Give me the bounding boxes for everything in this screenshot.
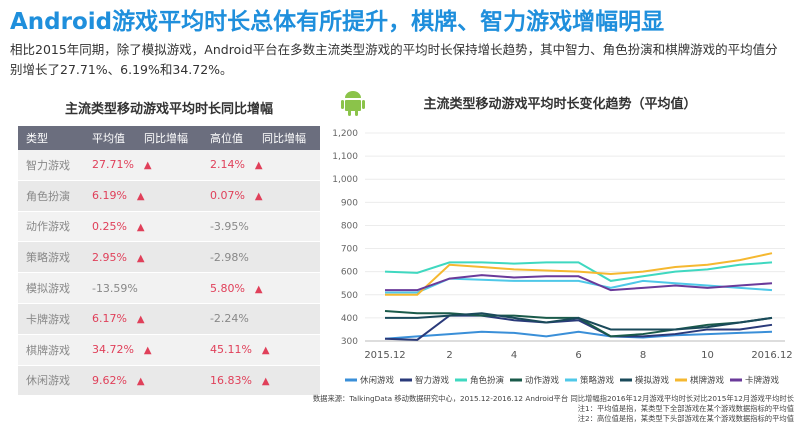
value-cell: 27.71% ▲ bbox=[83, 150, 202, 181]
value-cell: 5.80% ▲ bbox=[201, 272, 320, 304]
legend-label: 模拟游戏 bbox=[635, 375, 670, 386]
x-tick-label: 2016.12 bbox=[751, 350, 792, 361]
value-cell: 0.25% ▲ bbox=[83, 211, 202, 243]
value-cell: 16.83% ▲ bbox=[201, 365, 320, 397]
legend-label: 动作游戏 bbox=[525, 375, 560, 386]
y-tick-label: 1,000 bbox=[332, 175, 358, 185]
value-cell: -13.59% bbox=[83, 272, 202, 304]
note: 注1：平均值是指，某类型下全部游戏在某个游戏数据指标的平均值 bbox=[577, 404, 794, 413]
slide-title: Android游戏平均时长总体有所提升，棋牌、智力游戏增幅明显 bbox=[10, 9, 665, 35]
value-cell: 2.14% ▲ bbox=[201, 150, 320, 181]
value-cell: 9.62% ▲ bbox=[83, 365, 202, 397]
value-cell: 6.17% ▲ bbox=[83, 303, 202, 335]
table-row: 棋牌游戏 34.72% ▲ 45.11% ▲ bbox=[18, 334, 320, 366]
up-arrow: ▲ bbox=[136, 375, 145, 387]
x-tick-label: 2015.12 bbox=[364, 350, 405, 361]
value-cell: 2.95% ▲ bbox=[83, 241, 202, 274]
series-line bbox=[384, 261, 773, 282]
legend-label: 智力游戏 bbox=[415, 375, 450, 386]
value-cell: 6.19% ▲ bbox=[83, 180, 202, 212]
type-cell: 策略游戏 bbox=[18, 241, 84, 274]
y-tick-label: 900 bbox=[341, 198, 358, 208]
up-arrow: ▲ bbox=[254, 283, 263, 295]
x-tick-label: 4 bbox=[511, 350, 517, 361]
paragraph: 相比2015年同期，除了模拟游戏，Android平台在多数主流类型游戏的平均时长… bbox=[10, 42, 778, 77]
table-row: 动作游戏 0.25% ▲ -3.95% bbox=[18, 211, 320, 243]
y-tick-label: 600 bbox=[341, 268, 358, 278]
value-cell: -2.98% bbox=[201, 241, 320, 274]
x-tick-label: 8 bbox=[640, 350, 646, 361]
y-tick-label: 700 bbox=[341, 245, 358, 255]
x-tick-label: 10 bbox=[701, 350, 714, 361]
table-row: 策略游戏 2.95% ▲ -2.98% bbox=[18, 241, 320, 274]
type-cell: 模拟游戏 bbox=[18, 272, 84, 304]
value-cell: 34.72% ▲ bbox=[83, 334, 202, 366]
up-arrow: ▲ bbox=[136, 252, 145, 264]
value-cell: -3.95% bbox=[201, 211, 320, 243]
x-tick-label: 2 bbox=[446, 350, 452, 361]
legend-label: 卡牌游戏 bbox=[745, 375, 780, 386]
type-cell: 智力游戏 bbox=[18, 150, 84, 181]
type-cell: 动作游戏 bbox=[18, 211, 84, 243]
up-arrow: ▲ bbox=[136, 314, 145, 326]
column-header: 同比增幅 bbox=[135, 126, 202, 150]
up-arrow: ▲ bbox=[143, 345, 152, 357]
series-line bbox=[385, 252, 773, 296]
type-cell: 卡牌游戏 bbox=[18, 303, 84, 335]
y-tick-label: 300 bbox=[341, 337, 358, 347]
value-cell: 0.07% ▲ bbox=[201, 180, 320, 212]
notes: 数据来源：TalkingData 移动数据研究中心，2015.12-2016.1… bbox=[313, 394, 794, 424]
table-row: 角色扮演 6.19% ▲ 0.07% ▲ bbox=[18, 180, 320, 212]
up-arrow: ▲ bbox=[261, 345, 270, 357]
chart-title: 主流类型移动游戏平均时长变化趋势（平均值） bbox=[423, 96, 696, 112]
note: 数据来源：TalkingData 移动数据研究中心，2015.12-2016.1… bbox=[312, 394, 794, 403]
value-cell: 45.11% ▲ bbox=[201, 334, 320, 366]
y-tick-label: 800 bbox=[341, 221, 358, 231]
column-header: 高位值 bbox=[201, 126, 254, 150]
android-icon bbox=[341, 91, 365, 116]
up-arrow: ▲ bbox=[254, 191, 263, 203]
x-tick-label: 6 bbox=[575, 350, 581, 361]
column-header: 类型 bbox=[18, 126, 84, 150]
y-tick-label: 1,200 bbox=[332, 129, 358, 139]
series-line bbox=[385, 274, 773, 292]
series-line bbox=[384, 330, 773, 340]
legend-label: 休闲游戏 bbox=[360, 375, 395, 386]
note: 注2：高位值是指，某类型下头部游戏在某个游戏数据指标的平均值 bbox=[577, 414, 794, 423]
column-header: 同比增幅 bbox=[253, 126, 320, 150]
table-body: 智力游戏 27.71% ▲ 2.14% ▲ 角色扮演 6.19% ▲ 0.07% ▲ 动作游戏 0.2… bbox=[18, 150, 320, 397]
table-row: 智力游戏 27.71% ▲ 2.14% ▲ bbox=[18, 150, 320, 181]
type-cell: 角色扮演 bbox=[18, 180, 84, 212]
table-row: 休闲游戏 9.62% ▲ 16.83% ▲ bbox=[18, 365, 320, 397]
up-arrow: ▲ bbox=[136, 191, 145, 203]
type-cell: 棋牌游戏 bbox=[18, 334, 84, 366]
up-arrow: ▲ bbox=[143, 160, 152, 172]
table-row: 模拟游戏 -13.59% 5.80% ▲ bbox=[18, 272, 320, 304]
table-title: 主流类型移动游戏平均时长同比增幅 bbox=[64, 102, 273, 117]
legend-label: 棋牌游戏 bbox=[690, 375, 725, 386]
table: 类型 平均值 同比增幅 高位值 同比增幅 智力游戏 27.71% ▲ 2.14% ▲ 角色扮演 6.1… bbox=[18, 126, 320, 397]
series-line bbox=[385, 312, 773, 331]
y-tick-label: 1,100 bbox=[332, 152, 358, 162]
table-row: 卡牌游戏 6.17% ▲ -2.24% bbox=[18, 303, 320, 335]
header-row: 类型 平均值 同比增幅 高位值 同比增幅 bbox=[18, 126, 320, 150]
up-arrow: ▲ bbox=[254, 160, 263, 172]
legend-label: 策略游戏 bbox=[580, 375, 615, 386]
type-cell: 休闲游戏 bbox=[18, 365, 84, 397]
y-tick-label: 500 bbox=[341, 291, 358, 301]
up-arrow: ▲ bbox=[261, 375, 270, 387]
value-cell: -2.24% bbox=[201, 303, 320, 335]
up-arrow: ▲ bbox=[136, 221, 145, 233]
series-line bbox=[384, 314, 773, 341]
y-tick-label: 400 bbox=[341, 314, 358, 324]
column-header: 平均值 bbox=[83, 126, 136, 150]
legend-label: 角色扮演 bbox=[470, 375, 505, 386]
